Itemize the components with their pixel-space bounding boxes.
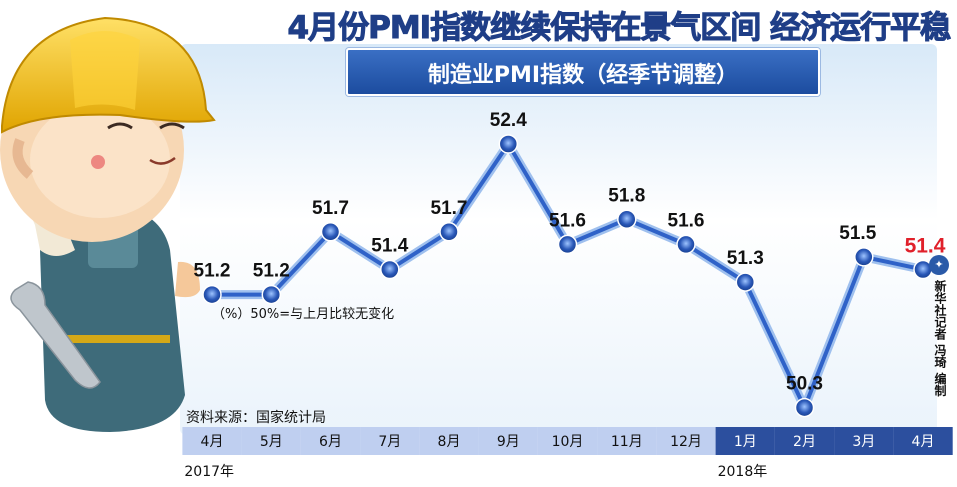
- data-point: [202, 284, 222, 305]
- month-cell: [360, 427, 420, 455]
- credit-label: 新华社记者 冯琦 编制: [933, 280, 947, 397]
- year-label: 2018年: [717, 464, 768, 480]
- x-tick-label: 9月: [497, 434, 520, 450]
- x-tick-label: 12月: [670, 434, 702, 450]
- x-tick-label: 10月: [552, 434, 584, 450]
- data-label: 51.7: [312, 198, 349, 219]
- data-point: [676, 234, 696, 255]
- month-axis: 4月 5月 6月 7月 8月 9月 10月 11月 12月 1月 2月 3月 4月: [182, 427, 953, 455]
- data-point: [735, 272, 756, 292]
- series-line-glow: [212, 139, 924, 413]
- x-tick-label: 2月: [793, 434, 816, 450]
- data-label: 51.2: [194, 261, 231, 282]
- x-tick-label: 11月: [611, 434, 643, 450]
- data-label: 51.7: [431, 198, 468, 219]
- worker-mascot-illustration: [0, 16, 216, 432]
- month-cell: [656, 427, 716, 455]
- month-cell: [597, 427, 657, 455]
- x-tick-label: 5月: [260, 434, 283, 450]
- month-cell: [834, 427, 894, 455]
- x-tick-label: 4月: [201, 434, 224, 450]
- data-label: 51.6: [549, 210, 586, 231]
- month-cell: [774, 427, 835, 455]
- series-layer: 51.2 51.2 51.7 51.4 51.7 52.4 51.6 51.8 51.6 51.3…: [194, 110, 946, 418]
- data-point: [320, 222, 341, 242]
- x-tick-label: 3月: [852, 434, 875, 450]
- xinhua-logo-icon: ✦: [929, 255, 949, 275]
- year-label: 2017年: [184, 464, 235, 480]
- chart-note: （%）50%=与上月比较无变化: [212, 307, 395, 322]
- x-tick-label: 7月: [378, 434, 401, 450]
- month-cell: [300, 427, 361, 455]
- data-point: [557, 234, 578, 255]
- data-point: [617, 209, 637, 230]
- data-label: 50.3: [786, 374, 823, 395]
- data-point: [794, 397, 815, 418]
- subtitle-banner: 制造业PMI指数（经季节调整）: [346, 48, 820, 96]
- data-point: [380, 259, 400, 280]
- chart-panel: [180, 44, 937, 435]
- data-label: 51.3: [727, 248, 764, 269]
- data-point: [498, 134, 519, 154]
- data-label: 51.5: [839, 223, 876, 244]
- x-tick-label: 4月: [912, 434, 935, 450]
- month-cell: [182, 427, 242, 455]
- source-label: 资料来源：国家统计局: [186, 410, 326, 426]
- month-cell: [893, 427, 953, 455]
- data-point: [261, 284, 282, 305]
- month-cell: [715, 427, 775, 455]
- month-cell: [478, 427, 538, 455]
- month-cell: [537, 427, 598, 455]
- data-point: [854, 247, 874, 267]
- data-label: 51.4: [905, 235, 946, 258]
- x-tick-label: 1月: [734, 434, 757, 450]
- data-label: 51.8: [608, 185, 645, 206]
- data-point: [439, 222, 459, 242]
- headline: 4月份PMI指数继续保持在景气区间 经济运行平稳: [287, 10, 951, 47]
- x-tick-label: 6月: [319, 434, 342, 450]
- data-label: 51.6: [668, 210, 705, 231]
- x-tick-label: 8月: [438, 434, 461, 450]
- data-label: 52.4: [490, 110, 527, 131]
- data-label: 51.2: [253, 261, 290, 282]
- data-label: 51.4: [371, 236, 408, 257]
- chart-title: 制造业PMI指数（经季节调整）: [427, 63, 739, 88]
- month-cell: [419, 427, 479, 455]
- month-cell: [241, 427, 301, 455]
